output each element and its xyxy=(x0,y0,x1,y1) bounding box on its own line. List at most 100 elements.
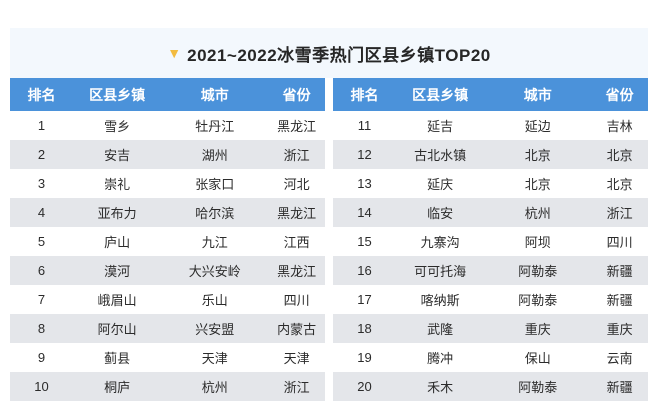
table-row: 20 禾木 阿勒泰 新疆 xyxy=(333,372,648,401)
table-cell: 浙江 xyxy=(283,380,310,395)
table-row: 11 延吉 延边 吉林 xyxy=(333,111,648,140)
table-row: 19 腾冲 保山 云南 xyxy=(333,343,648,372)
tables-wrapper: 排名 区县乡镇 城市 省份 1 雪乡 牡丹江 黑龙江 2 安吉 湖州 浙江 3 崇礼 张家口 河北 4 亚布力 哈尔… xyxy=(10,78,648,401)
table-cell: 12 xyxy=(357,147,372,162)
table-row: 2 安吉 湖州 浙江 xyxy=(10,140,325,169)
table-cell: 10 xyxy=(34,379,49,394)
table-cell: 20 xyxy=(357,379,372,394)
table-cell: 延边 xyxy=(524,119,551,134)
table-cell: 新疆 xyxy=(606,380,633,395)
table-cell: 19 xyxy=(357,350,372,365)
table-row: 16 可可托海 阿勒泰 新疆 xyxy=(333,256,648,285)
table-cell: 4 xyxy=(37,205,46,220)
table-cell: 安吉 xyxy=(104,148,131,163)
table-cell: 阿尔山 xyxy=(97,322,137,337)
table-cell: 9 xyxy=(37,350,46,365)
table-cell: 北京 xyxy=(524,177,551,192)
table-cell: 可可托海 xyxy=(414,264,467,279)
table-cell: 重庆 xyxy=(606,322,633,337)
page-title: 2021~2022冰雪季热门区县乡镇TOP20 xyxy=(187,45,491,65)
table-cell: 浙江 xyxy=(606,206,633,221)
table-row: 3 崇礼 张家口 河北 xyxy=(10,169,325,198)
table-row: 10 桐庐 杭州 浙江 xyxy=(10,372,325,401)
table-cell: 14 xyxy=(357,205,372,220)
table-row: 18 武隆 重庆 重庆 xyxy=(333,314,648,343)
table-cell: 3 xyxy=(37,176,46,191)
table-cell: 禾木 xyxy=(427,380,454,395)
table-cell: 腾冲 xyxy=(427,351,454,366)
table-cell: 6 xyxy=(37,263,46,278)
table-cell: 牡丹江 xyxy=(195,119,235,134)
table-cell: 四川 xyxy=(283,293,310,308)
table-row: 13 延庆 北京 北京 xyxy=(333,169,648,198)
column-header: 城市 xyxy=(161,78,269,111)
table-cell: 大兴安岭 xyxy=(188,264,241,279)
triangle-down-icon: ▼ xyxy=(167,45,182,61)
table-cell: 临安 xyxy=(427,206,454,221)
table-cell: 四川 xyxy=(606,235,633,250)
table-cell: 13 xyxy=(357,176,372,191)
table-cell: 重庆 xyxy=(524,322,551,337)
table-cell: 江西 xyxy=(283,235,310,250)
rank-table-right: 排名 区县乡镇 城市 省份 11 延吉 延边 吉林 12 古北水镇 北京 北京 13 延庆 北京 北京 14 临安… xyxy=(333,78,648,401)
table-cell: 湖州 xyxy=(201,148,228,163)
table-cell: 蓟县 xyxy=(104,351,131,366)
table-cell: 2 xyxy=(37,147,46,162)
table-cell: 黑龙江 xyxy=(277,264,317,279)
table-cell: 崇礼 xyxy=(104,177,131,192)
table-cell: 阿坝 xyxy=(524,235,551,250)
table-cell: 延庆 xyxy=(427,177,454,192)
column-header: 省份 xyxy=(268,78,325,111)
table-cell: 7 xyxy=(37,292,46,307)
column-header: 排名 xyxy=(333,78,396,111)
table-cell: 峨眉山 xyxy=(97,293,137,308)
table-cell: 内蒙古 xyxy=(277,322,317,337)
table-cell: 阿勒泰 xyxy=(518,293,558,308)
table-cell: 喀纳斯 xyxy=(420,293,460,308)
table-cell: 11 xyxy=(357,118,372,133)
title-band: ▼ 2021~2022冰雪季热门区县乡镇TOP20 xyxy=(10,28,648,78)
table-cell: 兴安盟 xyxy=(195,322,235,337)
table-cell: 乐山 xyxy=(201,293,228,308)
table-cell: 吉林 xyxy=(606,119,633,134)
table-cell: 九寨沟 xyxy=(420,235,460,250)
table-cell: 九江 xyxy=(201,235,228,250)
table-cell: 庐山 xyxy=(104,235,131,250)
table-cell: 浙江 xyxy=(283,148,310,163)
table-cell: 杭州 xyxy=(524,206,551,221)
table-cell: 北京 xyxy=(606,148,633,163)
ranking-card: ▼ 2021~2022冰雪季热门区县乡镇TOP20 排名 区县乡镇 城市 省份 1 雪乡牡… xyxy=(10,28,648,401)
table-cell: 17 xyxy=(357,292,372,307)
table-cell: 亚布力 xyxy=(97,206,137,221)
table-cell: 桐庐 xyxy=(104,380,131,395)
table-row: 9 蓟县 天津 天津 xyxy=(10,343,325,372)
table-row: 5 庐山 九江 江西 xyxy=(10,227,325,256)
table-cell: 16 xyxy=(357,263,372,278)
table-row: 12 古北水镇 北京 北京 xyxy=(333,140,648,169)
table-cell: 保山 xyxy=(524,351,551,366)
table-row: 4 亚布力 哈尔滨 黑龙江 xyxy=(10,198,325,227)
header-row: 排名 区县乡镇 城市 省份 xyxy=(333,78,648,111)
table-cell: 河北 xyxy=(283,177,310,192)
table-cell: 北京 xyxy=(524,148,551,163)
table-cell: 阿勒泰 xyxy=(518,380,558,395)
header-row: 排名 区县乡镇 城市 省份 xyxy=(10,78,325,111)
table-cell: 天津 xyxy=(283,351,310,366)
column-header: 省份 xyxy=(591,78,648,111)
table-row: 14 临安 杭州 浙江 xyxy=(333,198,648,227)
table-row: 7 峨眉山 乐山 四川 xyxy=(10,285,325,314)
table-cell: 古北水镇 xyxy=(414,148,467,163)
table-cell: 杭州 xyxy=(201,380,228,395)
table-row: 6 漠河 大兴安岭 黑龙江 xyxy=(10,256,325,285)
rank-table-left: 排名 区县乡镇 城市 省份 1 雪乡 牡丹江 黑龙江 2 安吉 湖州 浙江 3 崇礼 张家口 河北 4 亚布力 哈尔… xyxy=(10,78,325,401)
table-cell: 新疆 xyxy=(606,264,633,279)
table-cell: 18 xyxy=(357,321,372,336)
table-cell: 8 xyxy=(37,321,46,336)
table-cell: 北京 xyxy=(606,177,633,192)
table-cell: 15 xyxy=(357,234,372,249)
table-cell: 张家口 xyxy=(195,177,235,192)
table-cell: 延吉 xyxy=(427,119,454,134)
table-cell: 哈尔滨 xyxy=(195,206,235,221)
table-cell: 黑龙江 xyxy=(277,206,317,221)
